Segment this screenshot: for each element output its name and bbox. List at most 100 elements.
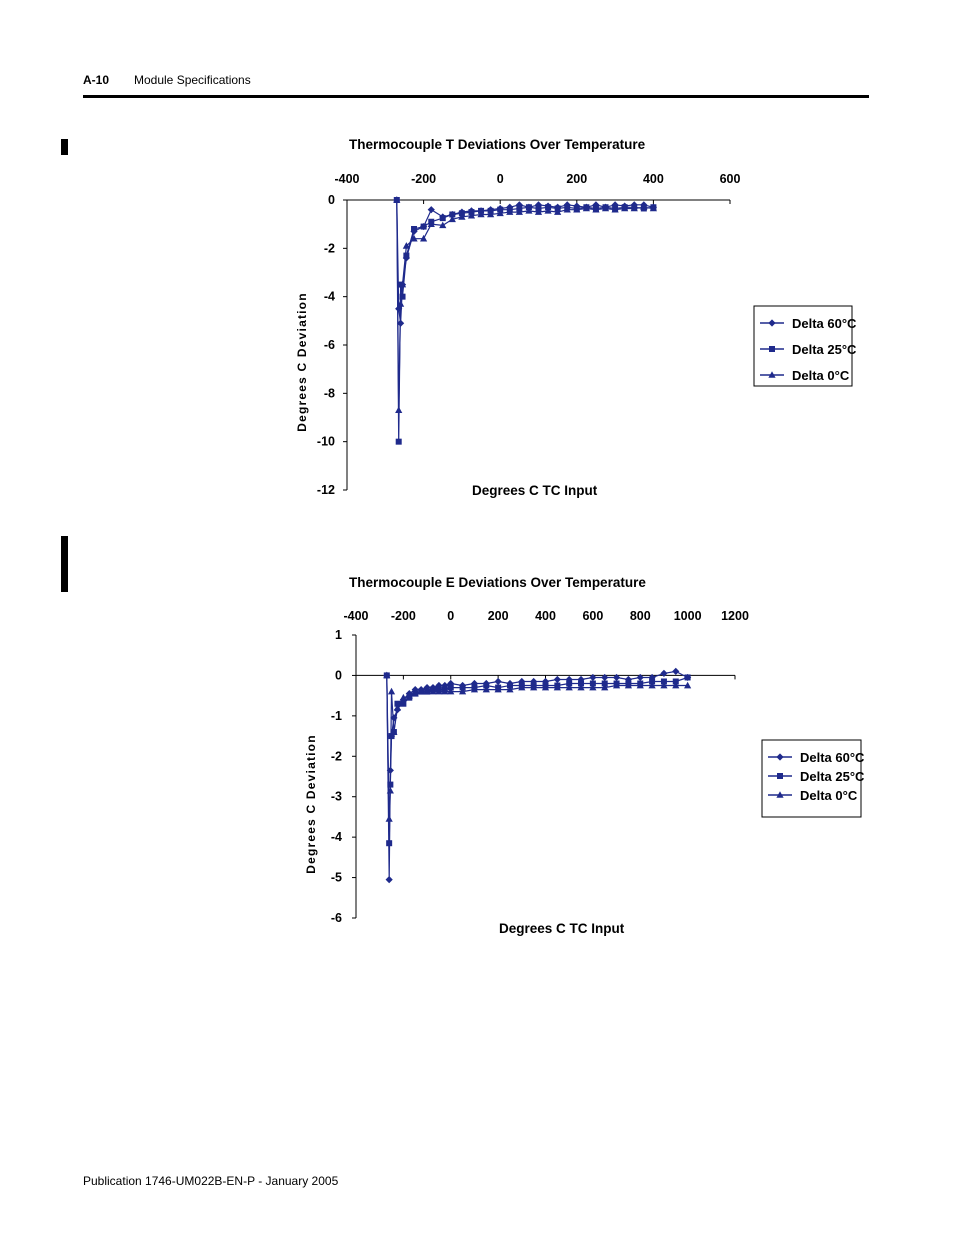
data-point <box>565 683 573 691</box>
x-tick-label: 200 <box>488 609 509 623</box>
x-axis-label: Degrees C TC Input <box>499 921 625 936</box>
x-tick-label: -200 <box>411 172 436 186</box>
data-point <box>394 700 401 707</box>
data-point <box>483 682 490 689</box>
y-tick-label: 0 <box>328 193 335 207</box>
data-point <box>449 211 456 218</box>
x-tick-label: 400 <box>535 609 556 623</box>
data-point <box>411 226 418 232</box>
data-point <box>601 680 608 687</box>
data-point <box>403 252 410 259</box>
x-tick-label: 0 <box>497 172 504 186</box>
data-point <box>395 438 402 445</box>
data-point <box>429 687 437 695</box>
section-title: Module Specifications <box>134 73 251 87</box>
publication-footer: Publication 1746-UM022B-EN-P - January 2… <box>83 1174 339 1188</box>
y-tick-label: -5 <box>331 871 342 885</box>
data-point <box>393 703 402 711</box>
y-tick-label: -12 <box>317 483 335 497</box>
y-tick-label: -2 <box>324 241 335 255</box>
data-point <box>649 204 657 212</box>
data-point <box>393 196 401 203</box>
x-tick-label: 0 <box>447 609 454 623</box>
data-point <box>636 673 644 682</box>
legend-marker <box>768 371 776 378</box>
data-point <box>482 685 490 693</box>
data-point <box>385 875 393 884</box>
data-point <box>566 680 573 687</box>
data-point <box>506 682 513 689</box>
data-point <box>405 691 413 699</box>
data-point <box>563 205 571 213</box>
data-point <box>435 687 443 695</box>
data-point <box>589 673 597 682</box>
data-point <box>386 840 393 847</box>
data-point <box>441 681 449 690</box>
data-point <box>400 700 407 707</box>
data-point <box>589 680 596 687</box>
y-tick-label: 1 <box>335 628 342 642</box>
data-point <box>439 215 446 222</box>
y-tick-label: -10 <box>317 435 335 449</box>
data-point <box>390 728 398 735</box>
data-point <box>525 207 533 214</box>
chart-2: Thermocouple E Deviations Over Temperatu… <box>304 575 865 936</box>
y-axis-label: Degrees C Deviation <box>304 734 318 874</box>
data-point <box>386 786 394 794</box>
data-point <box>448 215 456 223</box>
series-line <box>386 675 688 844</box>
x-tick-label: -400 <box>334 172 359 186</box>
legend-label: Delta 60°C <box>800 750 865 765</box>
x-tick-label: 800 <box>630 609 651 623</box>
series-line <box>386 675 688 820</box>
data-point <box>398 280 407 288</box>
data-point <box>684 681 692 689</box>
data-point <box>601 673 609 682</box>
data-point <box>518 683 526 691</box>
series-diamond <box>393 196 657 327</box>
data-point <box>534 208 543 215</box>
data-point <box>672 667 680 675</box>
data-point <box>411 685 419 694</box>
x-tick-label: 600 <box>582 609 603 623</box>
data-point <box>621 204 629 212</box>
data-point <box>573 205 581 213</box>
data-point <box>402 242 410 249</box>
legend-label: Delta 25°C <box>800 769 865 784</box>
y-tick-label: -4 <box>331 830 342 844</box>
data-point <box>399 693 407 701</box>
data-point <box>447 687 455 695</box>
legend-marker <box>769 346 775 352</box>
series-line <box>396 199 654 442</box>
data-point <box>447 684 454 691</box>
header-rule <box>83 95 869 98</box>
data-point <box>467 211 476 219</box>
data-point <box>553 675 561 684</box>
y-tick-label: 0 <box>335 668 342 682</box>
data-point <box>387 687 396 695</box>
data-point <box>470 685 479 693</box>
legend-label: Delta 25°C <box>792 342 857 357</box>
series-square <box>393 197 657 445</box>
chart-title: Thermocouple E Deviations Over Temperatu… <box>349 575 646 590</box>
x-tick-label: -400 <box>343 609 368 623</box>
x-tick-label: 1200 <box>721 609 749 623</box>
x-tick-label: 600 <box>720 172 741 186</box>
data-point <box>612 673 621 682</box>
data-point <box>410 234 418 242</box>
y-tick-label: -1 <box>331 709 342 723</box>
data-point <box>385 815 393 822</box>
y-tick-label: -6 <box>324 338 335 352</box>
data-point <box>578 680 585 687</box>
legend-marker <box>777 773 783 779</box>
data-point <box>487 210 495 218</box>
data-point <box>660 678 667 685</box>
series-triangle <box>393 196 657 414</box>
x-tick-label: -200 <box>391 609 416 623</box>
data-point <box>459 684 466 691</box>
data-point <box>399 293 406 300</box>
data-point <box>648 681 656 689</box>
data-point <box>411 689 419 697</box>
data-point <box>506 208 514 215</box>
